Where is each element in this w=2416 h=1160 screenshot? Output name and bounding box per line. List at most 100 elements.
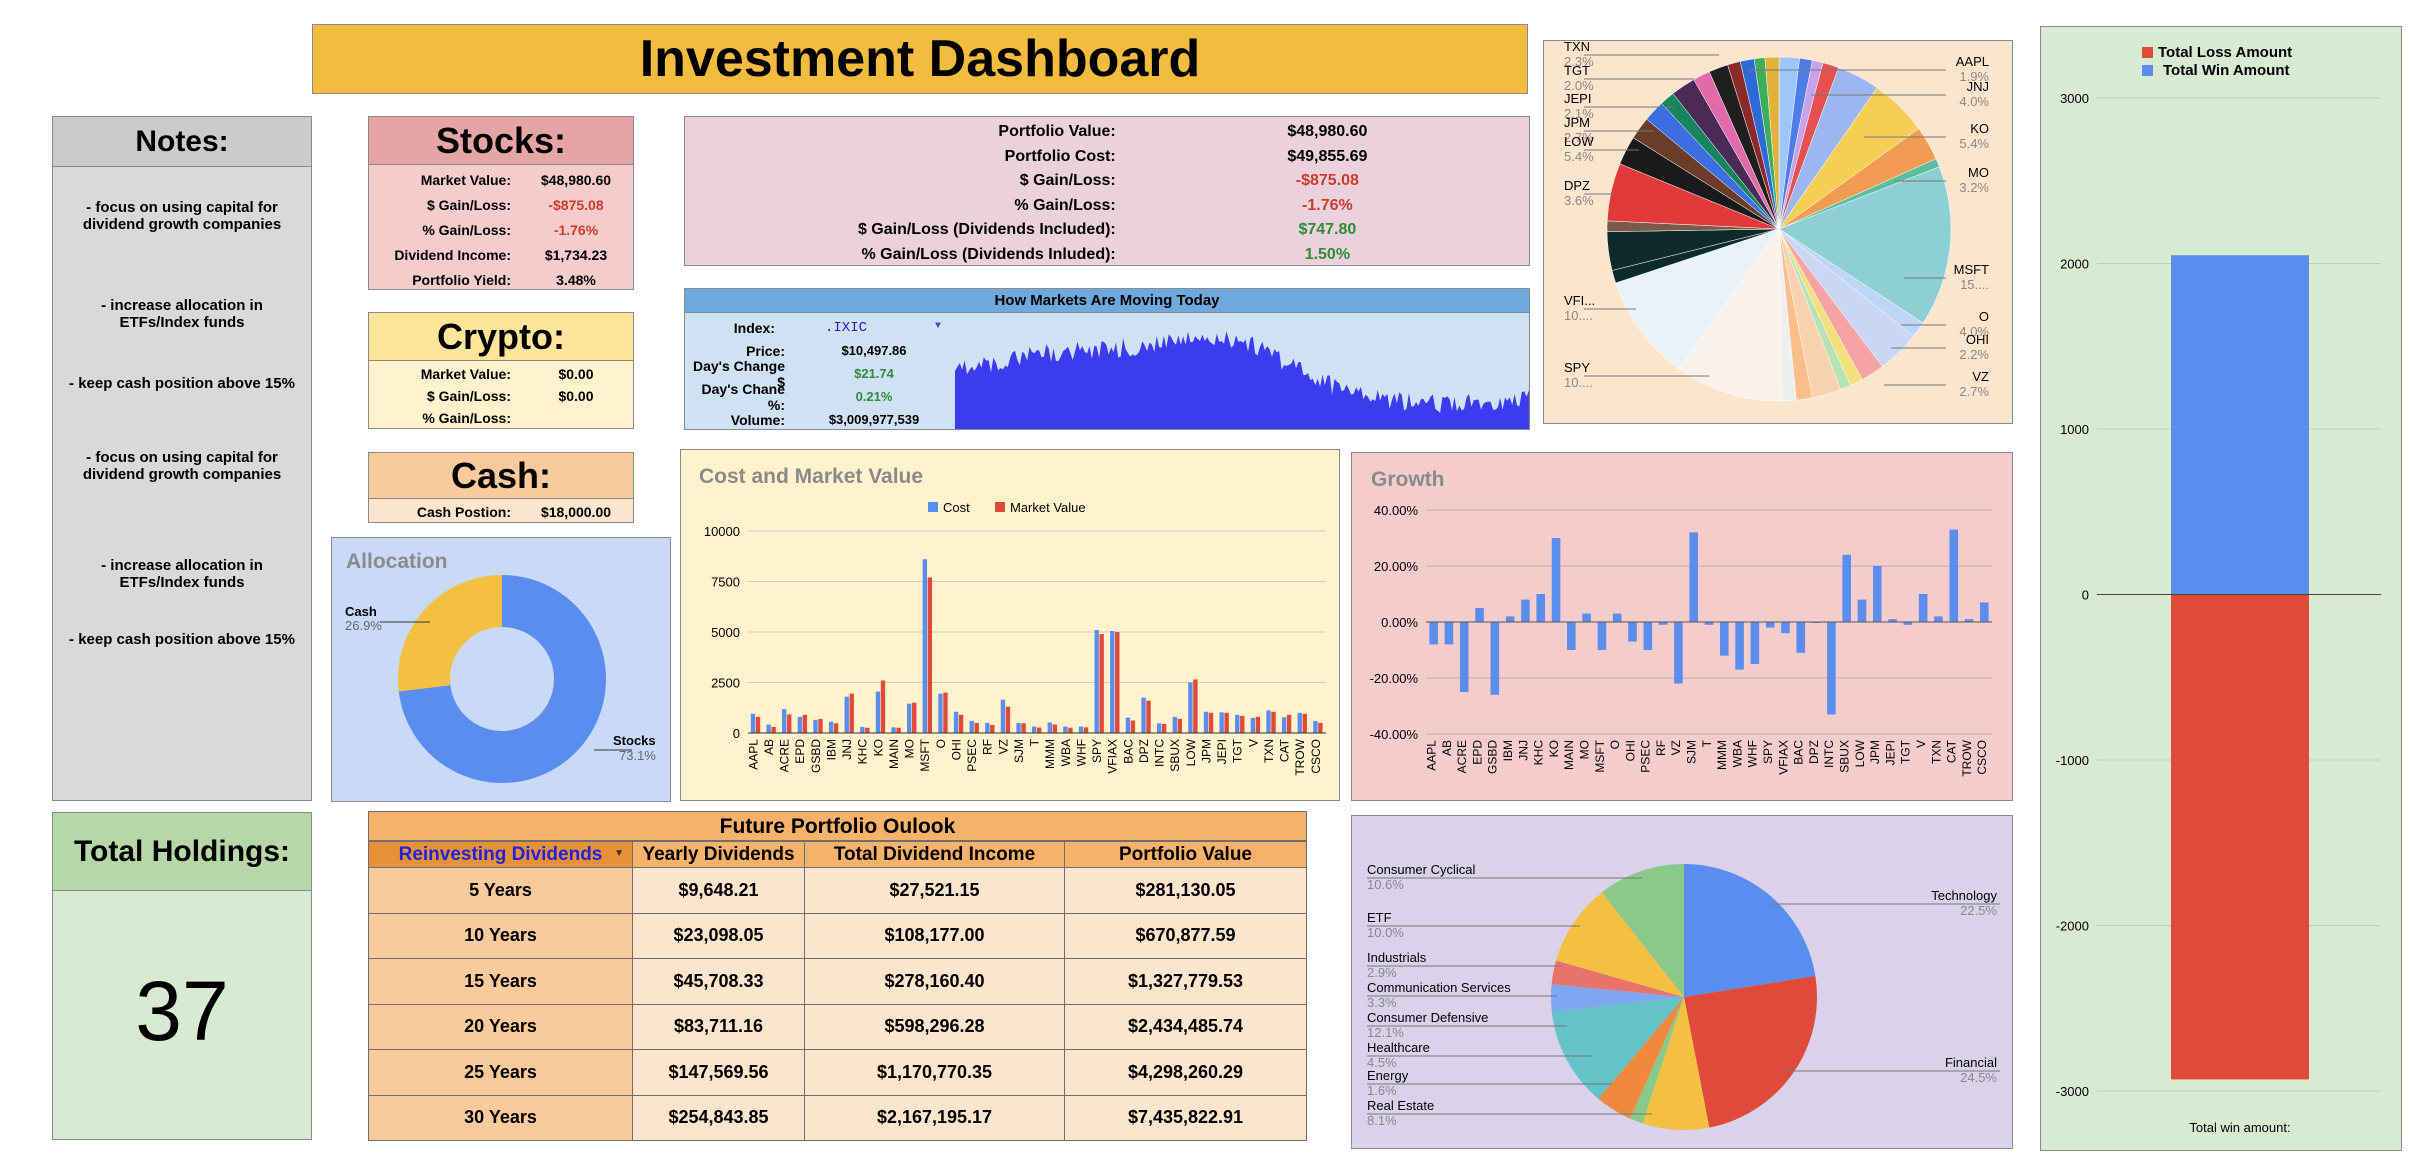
bar-market-value xyxy=(1161,723,1167,733)
x-tick-label: GSBD xyxy=(809,739,823,773)
bar-market-value xyxy=(1052,724,1057,733)
bar-market-value xyxy=(1146,700,1151,733)
stock-pie-value: 10.... xyxy=(1564,375,1593,390)
kv-label: Dividend Income: xyxy=(394,246,511,263)
x-tick-label: TXN xyxy=(1262,739,1276,763)
growth-bar xyxy=(1444,622,1454,645)
growth-bar xyxy=(1689,532,1698,622)
table-cell: $598,296.28 xyxy=(804,1003,1065,1050)
bar-cost xyxy=(969,720,974,733)
x-tick-label: MO xyxy=(903,739,917,758)
x-tick-label: PSEC xyxy=(1639,740,1653,773)
col-header: Total Dividend Income xyxy=(804,841,1065,868)
x-tick-label: PSEC xyxy=(965,739,979,772)
note-item: - focus on using capital for dividend gr… xyxy=(82,449,282,483)
growth-bar xyxy=(1980,602,1989,622)
growth-title: Growth xyxy=(1371,468,1445,491)
growth-bar xyxy=(1459,622,1469,692)
stock-pie-panel: AAPL 1.9% JNJ 4.0% KO 5.4% MO 3.2% MSFT 15.... O 4.… xyxy=(1543,40,2013,424)
chevron-down-icon: ▼ xyxy=(614,848,624,859)
bar-cost xyxy=(1016,722,1021,733)
kv-label: Portfolio Cost: xyxy=(1004,147,1116,165)
table-cell: $254,843.85 xyxy=(632,1094,805,1141)
bar-cost xyxy=(1078,726,1084,733)
growth-bar xyxy=(1781,622,1790,634)
y-tick-label: 2000 xyxy=(2060,257,2089,272)
kv-value: $10,497.86 xyxy=(841,343,907,358)
x-tick-label: LOW xyxy=(1853,739,1867,767)
bar-cost xyxy=(922,559,928,733)
table-cell: $108,177.00 xyxy=(804,912,1065,959)
industry-value: 8.1% xyxy=(1367,1113,1397,1128)
bar-cost xyxy=(750,713,756,733)
x-tick-label: DPZ xyxy=(1807,740,1821,764)
x-tick-label: V xyxy=(1246,739,1260,747)
kv-row: $ Gain/Loss: -$875.08 xyxy=(369,192,633,217)
growth-bar xyxy=(1674,622,1683,684)
index-select[interactable]: .IXIC ▼ xyxy=(785,320,953,336)
x-tick-label: SJM xyxy=(1012,739,1026,763)
bar-market-value xyxy=(1302,713,1307,733)
table-cell: $1,170,770.35 xyxy=(804,1049,1065,1096)
industry-value: 4.5% xyxy=(1367,1055,1397,1070)
growth-bar xyxy=(1490,622,1500,695)
growth-bar xyxy=(1628,622,1637,642)
growth-bar xyxy=(1765,622,1775,628)
stock-pie-value: 4.0% xyxy=(1959,94,1989,109)
bar-market-value xyxy=(1099,634,1104,733)
stock-pie-value: 2.7% xyxy=(1564,130,1594,145)
bar-cost xyxy=(1188,682,1193,733)
kv-row: % Gain/Loss: xyxy=(369,407,633,429)
growth-bar xyxy=(1536,594,1546,622)
kv-row: Cash Postion: $18,000.00 xyxy=(369,501,633,523)
kv-value: 3.48% xyxy=(556,271,596,288)
x-tick-label: EPD xyxy=(793,739,807,764)
bar-market-value xyxy=(1193,679,1198,733)
kv-row: Day's Change $ $21.74 xyxy=(685,358,953,390)
table-cell: $7,435,822.91 xyxy=(1064,1094,1307,1141)
bar-market-value xyxy=(755,716,761,733)
crypto-title: Crypto: xyxy=(369,313,633,361)
bar-market-value xyxy=(927,577,933,733)
table-cell: 5 Years xyxy=(368,867,633,914)
y-tick-label: 40.00% xyxy=(1374,503,1419,518)
table-cell: 25 Years xyxy=(368,1049,633,1096)
growth-bar xyxy=(1735,622,1744,670)
bar-market-value xyxy=(912,702,917,733)
stock-pie-value: 2.7% xyxy=(1959,384,1989,399)
dividend-mode-select[interactable]: Reinvesting Dividends ▼ xyxy=(368,841,633,868)
table-cell: $9,648.21 xyxy=(632,867,805,914)
kv-row: $ Gain/Loss: -$875.08 xyxy=(685,169,1529,194)
table-cell: $281,130.05 xyxy=(1064,867,1307,914)
bar-market-value xyxy=(974,722,979,733)
x-tick-label: TROW xyxy=(1960,739,1974,776)
kv-value: 0.21% xyxy=(855,389,893,404)
bar-cost xyxy=(766,724,771,733)
x-tick-label: WHF xyxy=(1746,740,1760,767)
industry-label: Communication Services xyxy=(1367,980,1511,995)
growth-bar xyxy=(1475,608,1484,622)
x-tick-label: VZ xyxy=(1669,740,1683,755)
x-tick-label: MAIN xyxy=(1562,740,1576,770)
x-tick-label: OHI xyxy=(1623,740,1637,761)
x-tick-label: WHF xyxy=(1074,739,1088,766)
bar-market-value xyxy=(865,727,870,733)
industry-value: 2.9% xyxy=(1367,965,1397,980)
growth-bar xyxy=(1842,554,1851,622)
stocks-panel: Stocks: Market Value: $48,980.60 $ Gain/Lo… xyxy=(368,116,634,290)
kv-label: Cash Postion: xyxy=(416,504,511,520)
legend-label-market: Market Value xyxy=(1010,500,1086,515)
table-cell: $4,298,260.29 xyxy=(1064,1049,1307,1096)
growth-bar xyxy=(1429,622,1438,645)
industry-chart-panel: Technology 22.5% Financial 24.5% Consumer Cy… xyxy=(1351,815,2013,1149)
growth-bar xyxy=(1643,622,1653,650)
sparkline-area xyxy=(955,331,1529,429)
stock-slice xyxy=(1678,228,1782,402)
allocation-label-stocks: Stocks xyxy=(613,733,656,748)
kv-value: $18,000.00 xyxy=(540,504,612,520)
allocation-value-cash: 26.9% xyxy=(345,618,382,633)
x-tick-label: AB xyxy=(1440,740,1454,756)
bar-market-value xyxy=(1021,723,1026,733)
stock-pie-label: MSFT xyxy=(1954,262,1989,277)
